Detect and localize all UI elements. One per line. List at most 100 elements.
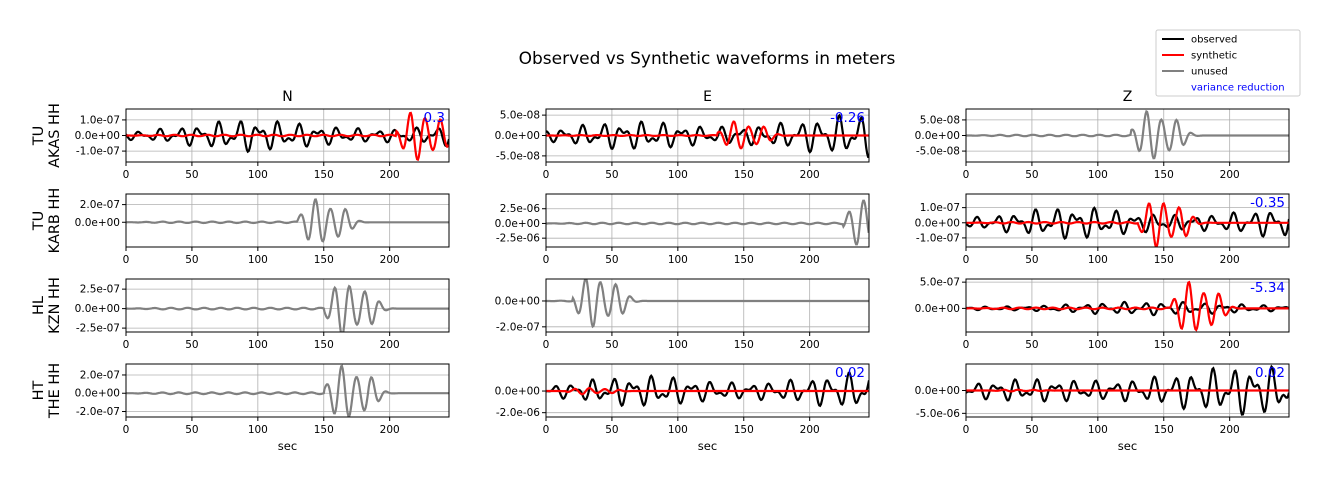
station-label: HT THE HH [31,363,63,419]
column-title: Z [1123,89,1133,105]
panel-z-0: 0 50 100 150 200 5.0e-08 0.0e+00 -5.0e-08 Z [915,89,1290,181]
x-tick-label: 100 [668,169,688,181]
y-tick-label: -2.0e-06 [496,407,540,419]
x-tick-label: 0 [543,254,550,266]
x-tick-label: 200 [800,424,820,436]
x-tick-label: 0 [963,424,970,436]
x-tick-label: 100 [668,424,688,436]
y-tick-label: -2.5e-06 [496,233,540,245]
x-tick-label: 50 [185,424,198,436]
synthetic-trace [126,111,449,162]
y-tick-label: 2.0e-07 [80,369,120,381]
variance-reduction-label: -0.26 [830,110,865,126]
x-tick-label: 50 [185,254,198,266]
station-name: THE HH [47,363,63,419]
x-tick-label: 150 [314,169,334,181]
x-tick-label: 100 [248,254,268,266]
x-tick-label: 50 [1025,254,1038,266]
y-tick-label: -2.0e-07 [496,321,540,333]
x-tick-label: 150 [734,254,754,266]
panel-n-2: 0 50 100 150 200 2.5e-07 0.0e+00 -2.5e-07 [75,278,450,351]
x-tick-label: 200 [800,339,820,351]
legend-box [1155,29,1301,97]
x-tick-label: 150 [1154,169,1174,181]
y-tick-label: 0.0e+00 [915,217,960,229]
x-tick-label: 200 [380,424,400,436]
y-tick-label: 5.0e-08 [500,110,540,122]
station-network: TU [31,126,47,146]
variance-reduction-label: -5.34 [1250,280,1285,296]
y-tick-label: 0.0e+00 [75,388,120,400]
x-tick-label: 0 [543,424,550,436]
observed-trace [966,206,1289,241]
x-axis-label: sec [278,439,297,453]
x-tick-label: 200 [1220,339,1240,351]
x-tick-label: 0 [963,169,970,181]
x-tick-label: 200 [1220,254,1240,266]
trace-group [966,201,1289,247]
x-tick-label: 150 [1154,339,1174,351]
column-title: N [282,89,292,105]
x-tick-label: 150 [1154,254,1174,266]
x-tick-label: 100 [248,339,268,351]
observed-trace [546,371,869,408]
y-tick-label: 0.0e+00 [495,218,540,230]
station-name: KZN HH [47,277,63,334]
x-tick-label: 150 [734,339,754,351]
trace-group [126,364,449,417]
column-title: E [703,89,712,105]
trace-group [966,364,1289,416]
x-tick-label: 200 [1220,424,1240,436]
y-tick-label: 5.0e-07 [920,277,960,289]
x-tick-label: 0 [123,424,130,436]
trace-group [966,280,1289,332]
legend-label: unused [1191,67,1228,78]
x-tick-label: 50 [605,339,618,351]
trace-group [126,111,449,162]
x-tick-label: 0 [123,169,130,181]
trace-group [546,279,869,329]
y-tick-label: -5.0e-06 [916,408,960,420]
observed-trace [966,364,1289,416]
trace-group [126,284,449,332]
variance-reduction-label: 0.3 [424,110,445,126]
legend-label: observed [1191,35,1237,46]
panel-e-3: 0 50 100 150 200 0.0e+00 -2.0e-06 0.02 sec [495,363,870,453]
panel-frame [545,193,870,248]
station-label: HL KZN HH [31,277,63,334]
unused-trace [126,364,449,417]
panel-n-1: 0 50 100 150 200 2.0e-07 0.0e+00 [75,193,450,266]
panel-z-1: 0 50 100 150 200 1.0e-07 0.0e+00 -1.0e-07 -0.35 [915,193,1290,266]
panel-e-0: 0 50 100 150 200 5.0e-08 0.0e+00 -5.0e-08 -0.26 E [495,89,870,181]
trace-group [546,371,869,408]
station-network: TU [31,211,47,231]
x-tick-label: 50 [1025,424,1038,436]
y-tick-label: 0.0e+00 [75,217,120,229]
y-tick-label: 0.0e+00 [495,386,540,398]
x-tick-label: 150 [314,424,334,436]
x-tick-label: 0 [963,254,970,266]
x-tick-label: 100 [668,339,688,351]
panel-frame [965,193,1290,248]
x-tick-label: 100 [1088,424,1108,436]
legend-label: variance reduction [1191,83,1285,94]
x-tick-label: 50 [185,339,198,351]
x-axis-label: sec [1118,439,1137,453]
x-tick-label: 0 [543,339,550,351]
station-network: HL [31,296,47,315]
unused-trace [546,279,869,329]
trace-group [546,199,869,246]
x-tick-label: 50 [605,424,618,436]
y-tick-label: -2.0e-07 [76,406,120,418]
variance-reduction-label: -0.35 [1250,195,1285,211]
x-tick-label: 100 [1088,254,1108,266]
y-tick-label: 0.0e+00 [495,130,540,142]
x-tick-label: 200 [800,169,820,181]
panel-e-1: 0 50 100 150 200 2.5e-06 0.0e+00 -2.5e-06 [495,193,870,266]
x-tick-label: 150 [1154,424,1174,436]
x-tick-label: 200 [380,169,400,181]
x-tick-label: 50 [605,254,618,266]
y-tick-label: 5.0e-08 [920,114,960,126]
